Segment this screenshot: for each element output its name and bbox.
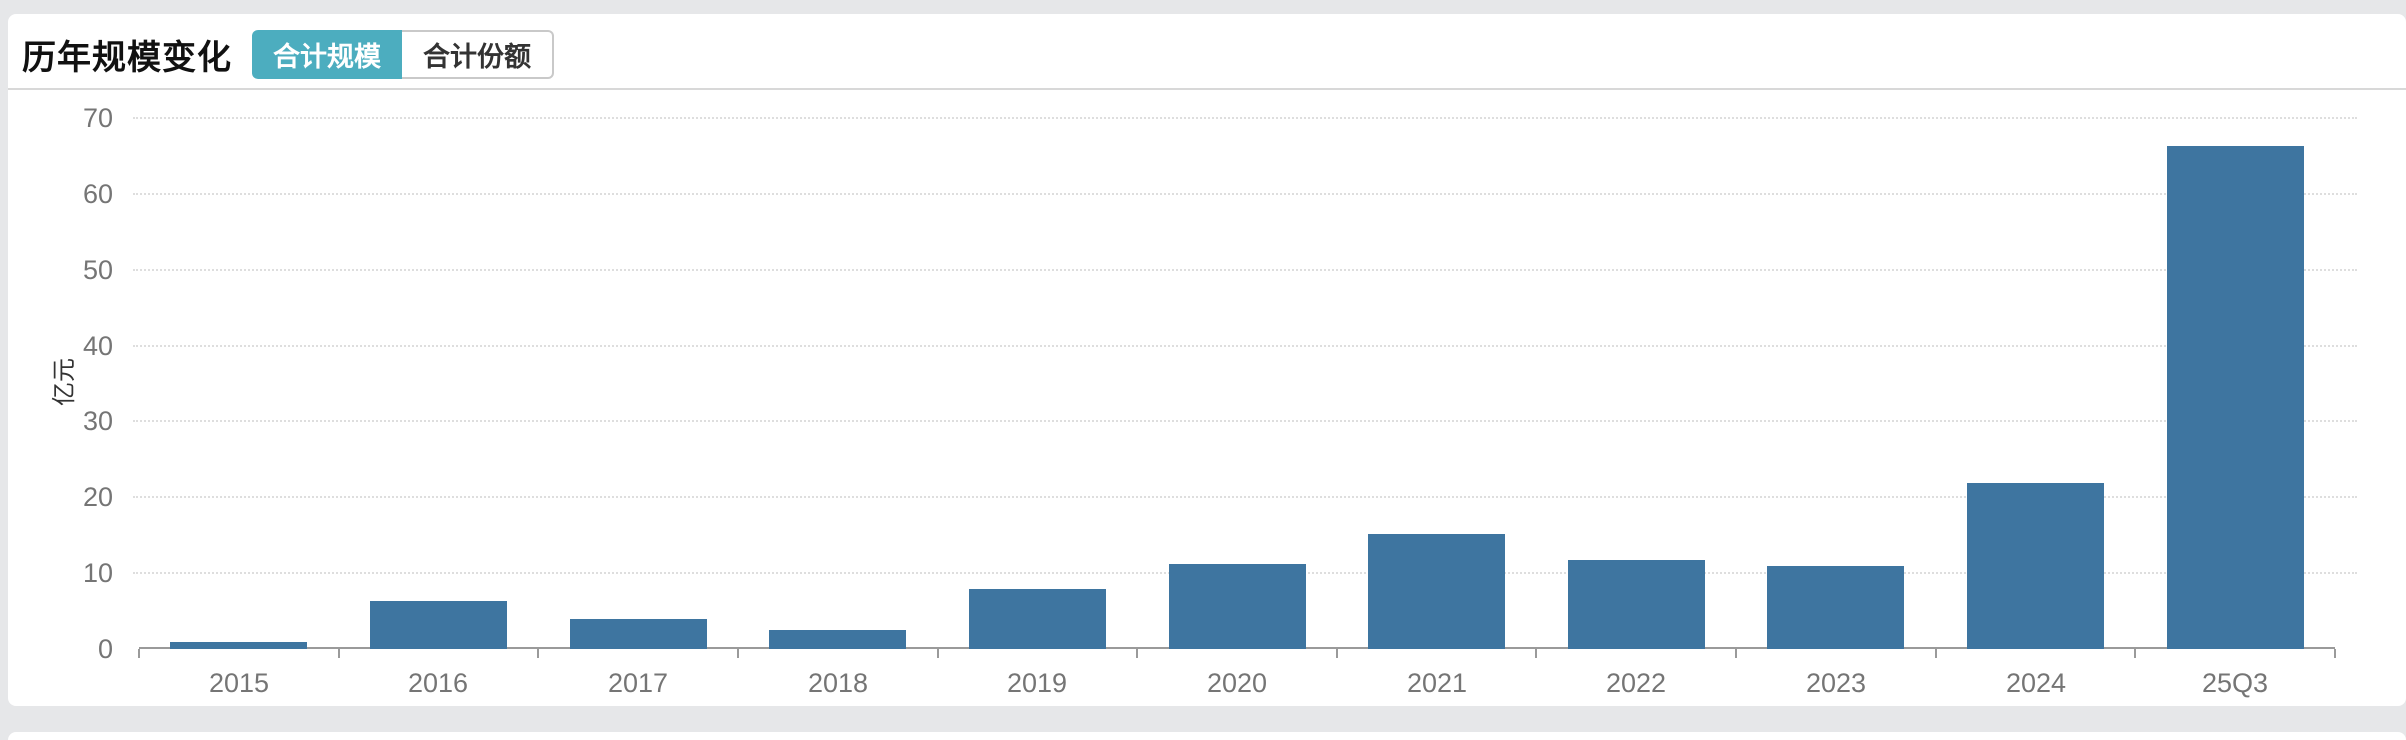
gridline-y-20: [133, 496, 2357, 499]
x-axis-label-2020: 2020: [1206, 668, 1268, 698]
gridline-y-30: [133, 420, 2357, 423]
tab-total-scale[interactable]: 合计规模: [252, 29, 402, 79]
x-axis-tick: [537, 649, 539, 658]
x-axis-tick: [937, 649, 939, 658]
bar-2022[interactable]: [1568, 560, 1705, 649]
scale-share-tab-group: 合计规模 合计份额: [252, 29, 554, 79]
bar-chart-plot-area: [133, 117, 2357, 658]
gridline-y-70: [133, 117, 2357, 119]
chart-card: 历年规模变化 合计规模 合计份额 亿元 0 10 20 30 40 50 60 70 2015 2…: [8, 14, 2406, 706]
bar-2017[interactable]: [570, 619, 707, 649]
y-axis-tick-label: 20: [82, 482, 113, 513]
y-axis-tick-label: 30: [82, 406, 113, 437]
x-axis-label-25Q3: 25Q3: [2201, 668, 2269, 698]
x-axis-label-2024: 2024: [2005, 668, 2067, 698]
bar-2021[interactable]: [1368, 534, 1505, 649]
x-axis-label-2021: 2021: [1406, 668, 1468, 698]
y-axis-tick-label: 60: [82, 178, 113, 209]
x-axis-tick: [2134, 649, 2136, 658]
page-title: 历年规模变化: [22, 38, 232, 77]
x-axis-label-2017: 2017: [607, 668, 669, 698]
y-axis-tick-label: 0: [97, 634, 113, 664]
x-axis-tick: [2334, 649, 2336, 658]
bar-2016[interactable]: [370, 601, 507, 649]
x-axis-tick: [737, 649, 739, 658]
x-axis-label-2019: 2019: [1006, 668, 1068, 698]
x-axis-label-2016: 2016: [407, 668, 469, 698]
x-axis-label-2015: 2015: [208, 668, 270, 698]
gridline-y-40: [133, 344, 2357, 347]
x-axis-tick: [1535, 649, 1537, 658]
bar-2023[interactable]: [1767, 566, 1904, 649]
x-axis-label-2018: 2018: [807, 668, 869, 698]
x-axis-label-2022: 2022: [1605, 668, 1667, 698]
y-axis-tick-label: 10: [82, 558, 113, 589]
gridline-y-50: [133, 268, 2357, 271]
x-axis-tick: [1935, 649, 1937, 658]
next-card-edge: [8, 732, 2406, 740]
bar-25Q3[interactable]: [2167, 146, 2304, 649]
x-axis-tick: [1136, 649, 1138, 658]
x-axis-tick: [1336, 649, 1338, 658]
bar-2015[interactable]: [170, 642, 307, 649]
card-header: 历年规模变化 合计规模 合计份额: [8, 14, 2406, 90]
x-axis-tick: [138, 649, 140, 658]
y-axis-tick-label: 50: [82, 254, 113, 285]
bar-2020[interactable]: [1169, 564, 1306, 649]
gridline-y-60: [133, 192, 2357, 195]
y-axis-tick-label: 70: [82, 103, 113, 133]
tab-total-share[interactable]: 合计份额: [402, 29, 554, 79]
bar-2019[interactable]: [969, 589, 1106, 649]
bar-2018[interactable]: [769, 630, 906, 649]
bar-2024[interactable]: [1967, 483, 2104, 649]
x-axis-tick: [1735, 649, 1737, 658]
x-axis-label-2023: 2023: [1805, 668, 1867, 698]
x-axis-tick: [338, 649, 340, 658]
y-axis-tick-label: 40: [82, 330, 113, 361]
